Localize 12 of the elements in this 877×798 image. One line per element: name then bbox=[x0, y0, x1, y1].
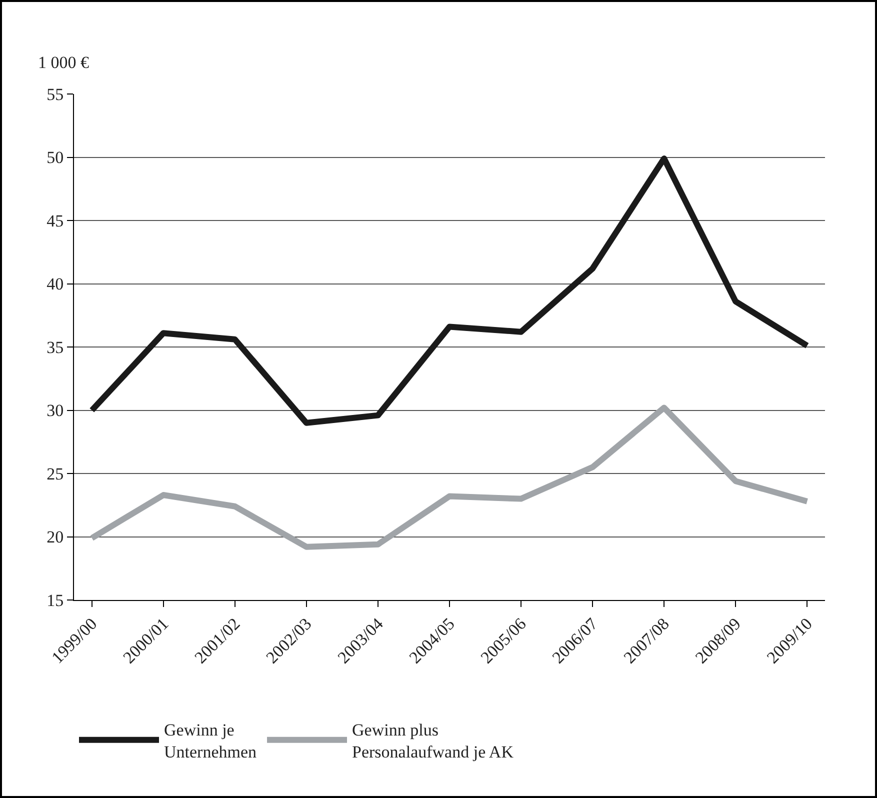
y-tick-label: 25 bbox=[46, 464, 64, 484]
y-tick-label: 55 bbox=[46, 84, 64, 104]
y-axis-title: 1 000 € bbox=[38, 53, 90, 72]
y-tick-label: 20 bbox=[46, 528, 64, 547]
y-tick-label: 15 bbox=[46, 590, 64, 610]
y-tick-label: 50 bbox=[46, 148, 64, 168]
y-tick-label: 45 bbox=[46, 211, 64, 230]
legend-label: Gewinn je Unternehmen bbox=[164, 720, 258, 762]
y-tick-label: 35 bbox=[46, 338, 64, 357]
y-tick-label: 40 bbox=[46, 274, 64, 294]
y-tick-label: 30 bbox=[46, 401, 64, 420]
legend-label: Gewinn plus Personalaufwand je AK bbox=[352, 720, 514, 762]
